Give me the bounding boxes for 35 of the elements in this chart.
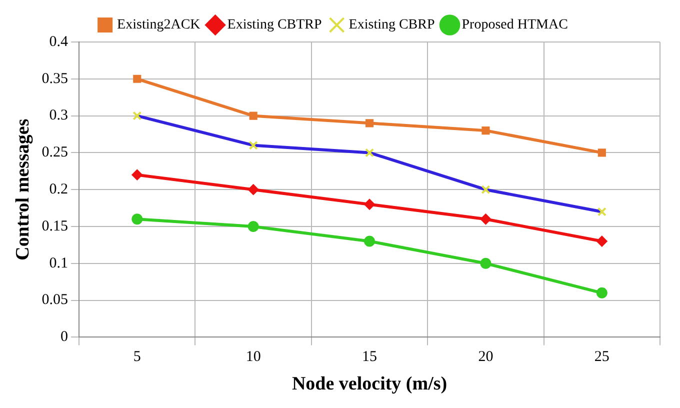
x-axis-title: Node velocity (m/s) xyxy=(292,374,448,395)
y-tick-label: 0.1 xyxy=(49,255,68,272)
y-tick-label: 0.2 xyxy=(49,182,68,198)
x-tick-label: 25 xyxy=(594,349,610,366)
point xyxy=(132,169,143,180)
x-tick-label: 15 xyxy=(362,349,378,366)
point xyxy=(480,214,492,225)
legend-label: Existing2ACK xyxy=(117,18,200,33)
point xyxy=(596,287,608,298)
y-tick-label: 0.3 xyxy=(49,108,68,124)
legend-label: Existing CBTRP xyxy=(227,18,322,33)
point xyxy=(248,184,259,196)
point xyxy=(132,214,143,225)
point xyxy=(249,112,258,120)
point xyxy=(480,258,492,269)
legend-label: Proposed HTMAC xyxy=(462,18,568,33)
x-tick-label: 10 xyxy=(246,349,261,366)
x-tick-label: 20 xyxy=(478,349,494,366)
y-axis-title: Control messages xyxy=(12,118,34,260)
x-tick-label: 5 xyxy=(133,349,141,366)
point xyxy=(364,236,376,247)
point xyxy=(365,119,374,128)
y-tick-label: 0.05 xyxy=(42,292,68,308)
y-tick-label: 0 xyxy=(60,329,68,346)
point xyxy=(482,126,490,135)
y-tick-label: 0.35 xyxy=(42,70,68,87)
point xyxy=(596,236,608,247)
point xyxy=(364,198,376,210)
y-tick-label: 0.15 xyxy=(42,218,68,234)
point xyxy=(133,74,142,83)
y-tick-label: 0.4 xyxy=(49,34,69,50)
y-tick-label: 0.25 xyxy=(42,144,68,161)
point xyxy=(598,148,606,157)
legend-label: Existing CBRP xyxy=(348,18,435,33)
point xyxy=(248,221,259,232)
